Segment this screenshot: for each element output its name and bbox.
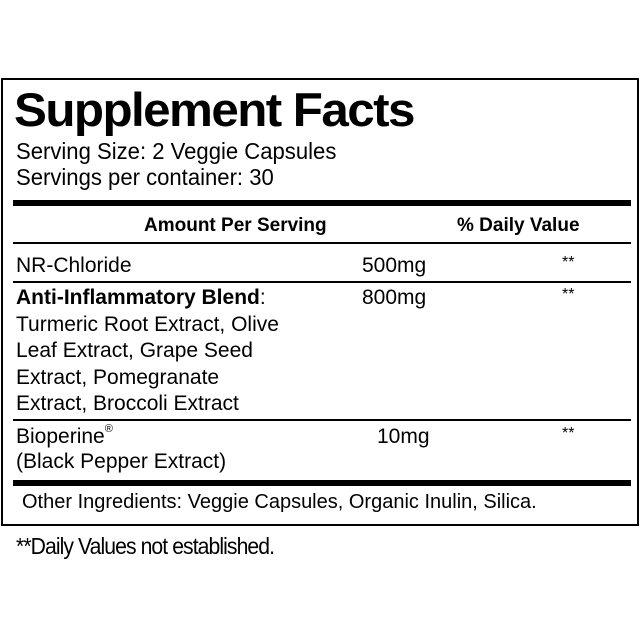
header-daily-value: % Daily Value bbox=[457, 215, 580, 236]
ingredient-name-suffix: : bbox=[259, 286, 266, 309]
ingredient-subtitle: (Black Pepper Extract) bbox=[16, 450, 227, 473]
other-ingredients: Other Ingredients: Veggie Capsules, Orga… bbox=[22, 491, 537, 513]
ingredient-dv: ** bbox=[562, 286, 575, 303]
servings-per-container: Servings per container: 30 bbox=[16, 164, 274, 190]
ingredient-name: Bioperine bbox=[16, 425, 105, 448]
footnote: **Daily Values not established. bbox=[16, 533, 275, 559]
ingredient-amount: 800mg bbox=[362, 286, 427, 309]
blend-line: Leaf Extract, Grape Seed bbox=[16, 339, 253, 362]
ingredient-dv: ** bbox=[562, 254, 575, 271]
divider-thick bbox=[13, 480, 631, 486]
supplement-facts-panel bbox=[1, 78, 639, 526]
header-amount: Amount Per Serving bbox=[144, 215, 327, 236]
panel-title: Supplement Facts bbox=[14, 83, 415, 136]
blend-line: Extract, Broccoli Extract bbox=[16, 392, 239, 415]
ingredient-amount: 500mg bbox=[362, 254, 427, 277]
ingredient-name: NR-Chloride bbox=[16, 254, 132, 277]
ingredient-amount: 10mg bbox=[377, 425, 430, 448]
divider bbox=[13, 281, 631, 283]
blend-line: Extract, Pomegranate bbox=[16, 366, 220, 389]
blend-line: Turmeric Root Extract, Olive bbox=[16, 313, 279, 336]
registered-mark: ® bbox=[104, 423, 113, 435]
serving-size: Serving Size: 2 Veggie Capsules bbox=[16, 138, 337, 164]
ingredient-dv: ** bbox=[562, 425, 575, 442]
divider bbox=[13, 419, 631, 421]
ingredient-name: Anti-Inflammatory Blend bbox=[16, 286, 260, 309]
divider bbox=[13, 242, 631, 244]
divider-thick bbox=[13, 200, 631, 206]
